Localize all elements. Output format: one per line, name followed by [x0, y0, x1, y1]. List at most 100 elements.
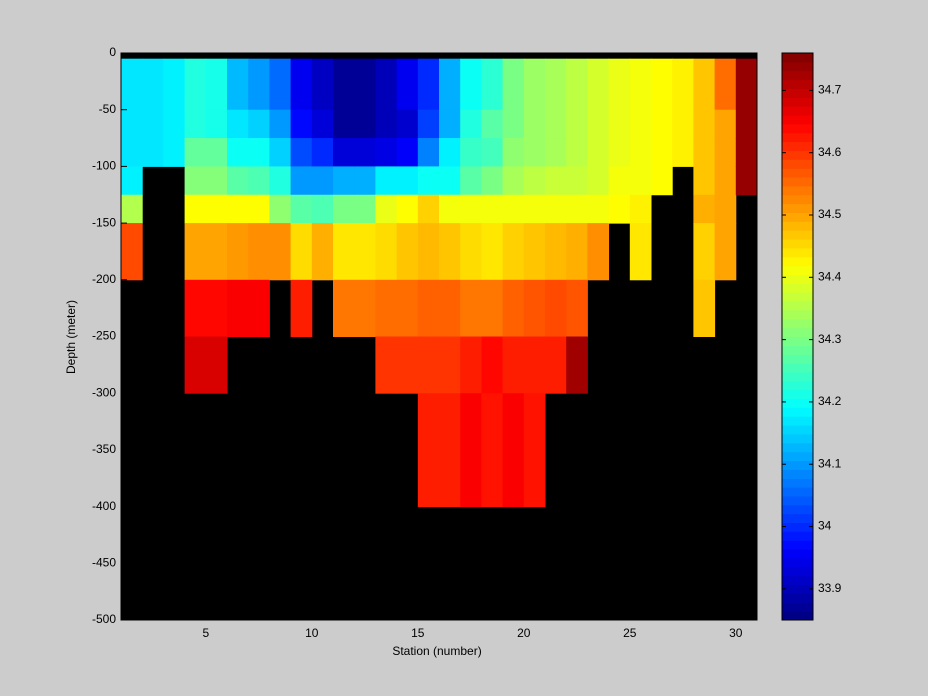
heat-cell: [629, 109, 652, 139]
y-tick-label: -200: [92, 272, 116, 286]
colorbar-segment: [782, 345, 813, 355]
x-tick-label: 15: [411, 626, 425, 640]
colorbar-segment: [782, 256, 813, 267]
heat-cell: [566, 194, 588, 224]
colorbar-segment: [782, 203, 813, 213]
colorbar-segment: [782, 61, 813, 72]
heat-cell: [333, 223, 355, 281]
heat-cell: [735, 58, 758, 111]
heat-cell: [205, 336, 228, 394]
heat-cell: [184, 336, 207, 394]
heat-cell: [587, 223, 610, 281]
heat-cell: [417, 336, 440, 394]
heat-cell: [354, 58, 376, 111]
heat-cell: [693, 279, 716, 337]
heat-cell: [290, 109, 313, 139]
heat-cell: [396, 336, 419, 394]
heat-cell: [184, 109, 207, 139]
colorbar-segment: [782, 88, 813, 98]
y-tick-label: -350: [92, 442, 116, 456]
heat-cell: [269, 223, 292, 281]
heat-cell: [354, 138, 376, 167]
heat-cell: [566, 138, 588, 167]
heat-cell: [290, 166, 313, 196]
heat-cell: [396, 279, 419, 337]
y-tick-label: -250: [92, 329, 116, 343]
heat-cell: [121, 109, 143, 139]
heat-cell: [333, 194, 355, 224]
colorbar-segment: [782, 407, 813, 417]
colorbar-segment: [782, 575, 813, 586]
colorbar-segment: [782, 602, 813, 612]
colorbar-tick-label: 33.9: [818, 581, 842, 595]
heat-cell: [481, 279, 504, 337]
heat-cell: [396, 58, 419, 111]
heat-cell: [417, 393, 440, 508]
heat-cell: [545, 138, 567, 167]
heat-cell: [439, 279, 461, 337]
colorbar-frame: [781, 52, 814, 621]
heat-cell: [629, 138, 652, 167]
heat-cell: [311, 194, 334, 224]
heat-cell: [205, 223, 228, 281]
colorbar-segment: [782, 416, 813, 426]
colorbar-segment: [782, 141, 813, 151]
heat-cell: [290, 58, 313, 111]
y-tick-label: -300: [92, 385, 116, 399]
heat-cell: [566, 58, 588, 111]
heat-cell: [735, 138, 758, 167]
heat-cell: [248, 109, 270, 139]
y-tick-label: -50: [99, 102, 117, 116]
heat-cell: [375, 223, 398, 281]
x-tick-label: 30: [729, 626, 743, 640]
colorbar-segment: [782, 540, 813, 550]
heat-cell: [311, 166, 334, 196]
heat-cell: [417, 109, 440, 139]
heat-cell: [460, 393, 482, 508]
colorbar-segment: [782, 566, 813, 577]
heat-cell: [502, 279, 525, 337]
heat-cell: [184, 166, 207, 196]
heat-cell: [460, 279, 482, 337]
heat-cell: [227, 109, 249, 139]
heat-cell: [121, 138, 143, 167]
heat-cell: [375, 58, 398, 111]
colorbar-segment: [782, 522, 813, 532]
colorbar-segment: [782, 97, 813, 107]
heat-cell: [439, 194, 461, 224]
heat-cell: [672, 138, 694, 167]
colorbar-segment: [782, 487, 813, 497]
colorbar-segment: [782, 318, 813, 329]
heat-cell: [714, 58, 737, 111]
heat-cell: [566, 166, 588, 196]
heat-cell: [354, 194, 376, 224]
colorbar-segment: [782, 53, 813, 63]
heat-cell: [481, 393, 504, 508]
heat-cell: [396, 194, 419, 224]
heat-cell: [545, 109, 567, 139]
heat-cell: [311, 138, 334, 167]
heat-cell: [290, 279, 313, 337]
colorbar-segment: [782, 336, 813, 346]
heat-cell: [502, 109, 525, 139]
y-tick-label: -150: [92, 215, 116, 229]
heat-cell: [417, 138, 440, 167]
heat-cell: [121, 223, 143, 281]
heat-cell: [375, 138, 398, 167]
heat-cell: [333, 279, 355, 337]
colorbar-tick-label: 34.1: [818, 456, 842, 470]
x-tick-label: 20: [517, 626, 531, 640]
heat-cell: [142, 138, 164, 167]
y-axis-label: Depth (meter): [64, 300, 78, 374]
heat-cell: [227, 194, 249, 224]
colorbar-segment: [782, 177, 813, 187]
heat-cell: [354, 279, 376, 337]
colorbar-segment: [782, 504, 813, 515]
colorbar-segment: [782, 398, 813, 408]
colorbar-segment: [782, 433, 813, 444]
heat-cell: [269, 194, 292, 224]
heat-cell: [205, 166, 228, 196]
heat-cell: [311, 58, 334, 111]
colorbar-segment: [782, 593, 813, 603]
